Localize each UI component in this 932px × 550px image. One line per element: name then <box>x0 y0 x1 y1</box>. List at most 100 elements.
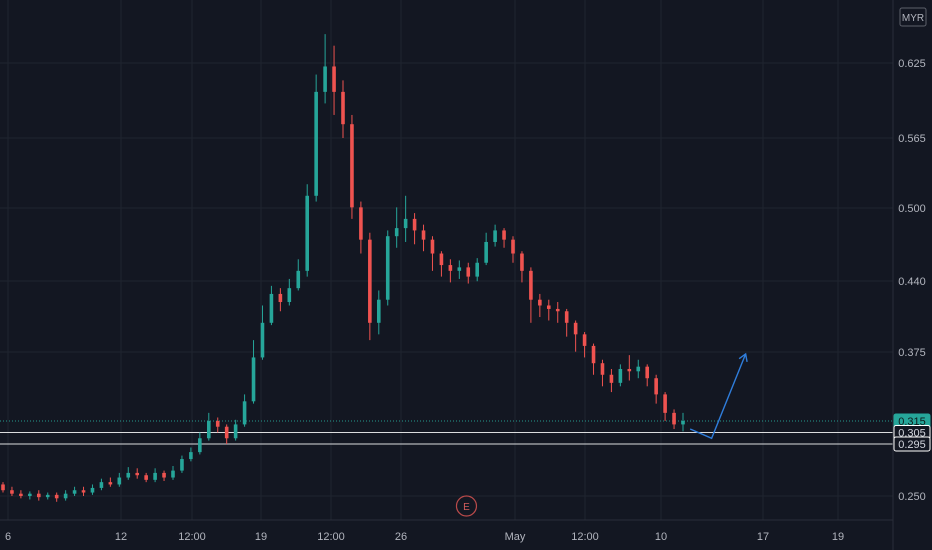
candle-body <box>493 230 497 242</box>
candle-body <box>538 299 542 306</box>
candle-body <box>439 253 444 266</box>
candle-body <box>582 334 587 346</box>
candle-body <box>672 412 676 425</box>
candle-body <box>99 482 104 488</box>
candle-body <box>448 265 453 271</box>
x-tick-label: 19 <box>255 531 267 543</box>
x-tick-label: 12:00 <box>178 531 206 543</box>
candle-body <box>63 493 68 499</box>
candle-body <box>242 401 247 425</box>
y-tick-label: 0.565 <box>898 133 926 145</box>
x-tick-label: 26 <box>395 531 407 543</box>
candle-body <box>215 420 220 427</box>
candle-body <box>681 420 685 425</box>
candle-body <box>126 472 131 478</box>
earnings-label: E <box>463 502 470 513</box>
earnings-marker[interactable]: E <box>455 495 478 517</box>
projection-path[interactable] <box>689 353 747 440</box>
candle-body <box>511 239 515 254</box>
candle-body <box>546 305 551 309</box>
candle-body <box>618 368 623 383</box>
candle-body <box>394 228 399 237</box>
x-tick-label: 17 <box>757 531 769 543</box>
candle-body <box>90 487 95 493</box>
projection-arrowhead <box>738 352 748 362</box>
candle-body <box>260 322 265 358</box>
candle-body <box>457 267 462 271</box>
projection-arrow <box>689 352 748 440</box>
candle-body <box>54 494 59 499</box>
candle-body <box>475 262 480 277</box>
candle-body <box>36 493 41 498</box>
candle-body <box>135 472 140 476</box>
candle-body <box>117 477 122 485</box>
candle-body <box>314 91 318 196</box>
candle-body <box>466 267 471 277</box>
candle-body <box>385 236 390 300</box>
candle-body <box>564 311 569 323</box>
candle-body <box>663 394 667 413</box>
candle-body <box>600 363 605 375</box>
price-level-badge <box>893 436 931 452</box>
candle-body <box>484 241 488 263</box>
y-axis: MYR 0.625 0.565 0.500 0.440 0.375 0.250 <box>892 0 927 550</box>
candle-body <box>28 493 32 496</box>
candle-body <box>1 484 5 491</box>
x-tick-label: 6 <box>5 531 11 543</box>
candle-body <box>189 452 193 460</box>
candle-body <box>645 366 650 379</box>
candle-body <box>636 366 641 372</box>
price-level-label: 0.305 <box>898 427 926 439</box>
x-tick-label: 19 <box>832 531 844 543</box>
candle-body <box>287 288 292 303</box>
candle-body <box>555 308 560 312</box>
candle-body <box>609 374 614 383</box>
x-axis: 6 12 12:00 19 12:00 26 May 12:00 10 17 19 <box>0 519 893 543</box>
candle-body <box>206 420 211 439</box>
candle-body <box>72 490 77 494</box>
price-levels <box>0 420 893 445</box>
candle-body <box>233 424 238 439</box>
y-tick-label: 0.440 <box>898 276 926 288</box>
candle-body <box>10 490 14 494</box>
candle-body <box>162 472 166 478</box>
candle-body <box>573 322 578 335</box>
earnings-circle[interactable] <box>455 495 478 517</box>
candle-body <box>144 475 148 480</box>
price-level-label: 0.295 <box>898 439 926 451</box>
currency-label: MYR <box>902 13 924 24</box>
x-tick-label: 12 <box>115 531 127 543</box>
candle-body <box>296 270 301 289</box>
currency-badge[interactable] <box>899 7 927 27</box>
y-tick-label: 0.500 <box>898 203 926 215</box>
candle-body <box>269 293 274 323</box>
candle-body <box>305 195 310 271</box>
candle-body <box>323 66 327 92</box>
x-tick-label: 12:00 <box>571 531 599 543</box>
candle-body <box>403 218 408 229</box>
x-tick-label: May <box>505 531 526 543</box>
y-tick-label: 0.250 <box>898 491 926 503</box>
candle-body <box>171 470 175 478</box>
candle-body <box>278 293 283 303</box>
y-tick-label: 0.375 <box>898 347 926 359</box>
candle-body <box>502 230 506 240</box>
candle-body <box>341 91 345 125</box>
candle-body <box>45 494 50 498</box>
candle-body <box>376 299 381 323</box>
grid <box>0 0 893 520</box>
candle-body <box>654 378 658 395</box>
y-tick-label: 0.625 <box>898 58 926 70</box>
candle-body <box>180 459 184 471</box>
candle-body <box>81 490 86 493</box>
candle-body <box>627 368 632 372</box>
x-tick-label: 12:00 <box>317 531 345 543</box>
candle-body <box>412 218 417 231</box>
candle-body <box>153 472 157 480</box>
candle-body <box>251 357 256 402</box>
candle-body <box>520 253 524 271</box>
candle-body <box>350 124 354 208</box>
candle-body <box>359 207 363 240</box>
